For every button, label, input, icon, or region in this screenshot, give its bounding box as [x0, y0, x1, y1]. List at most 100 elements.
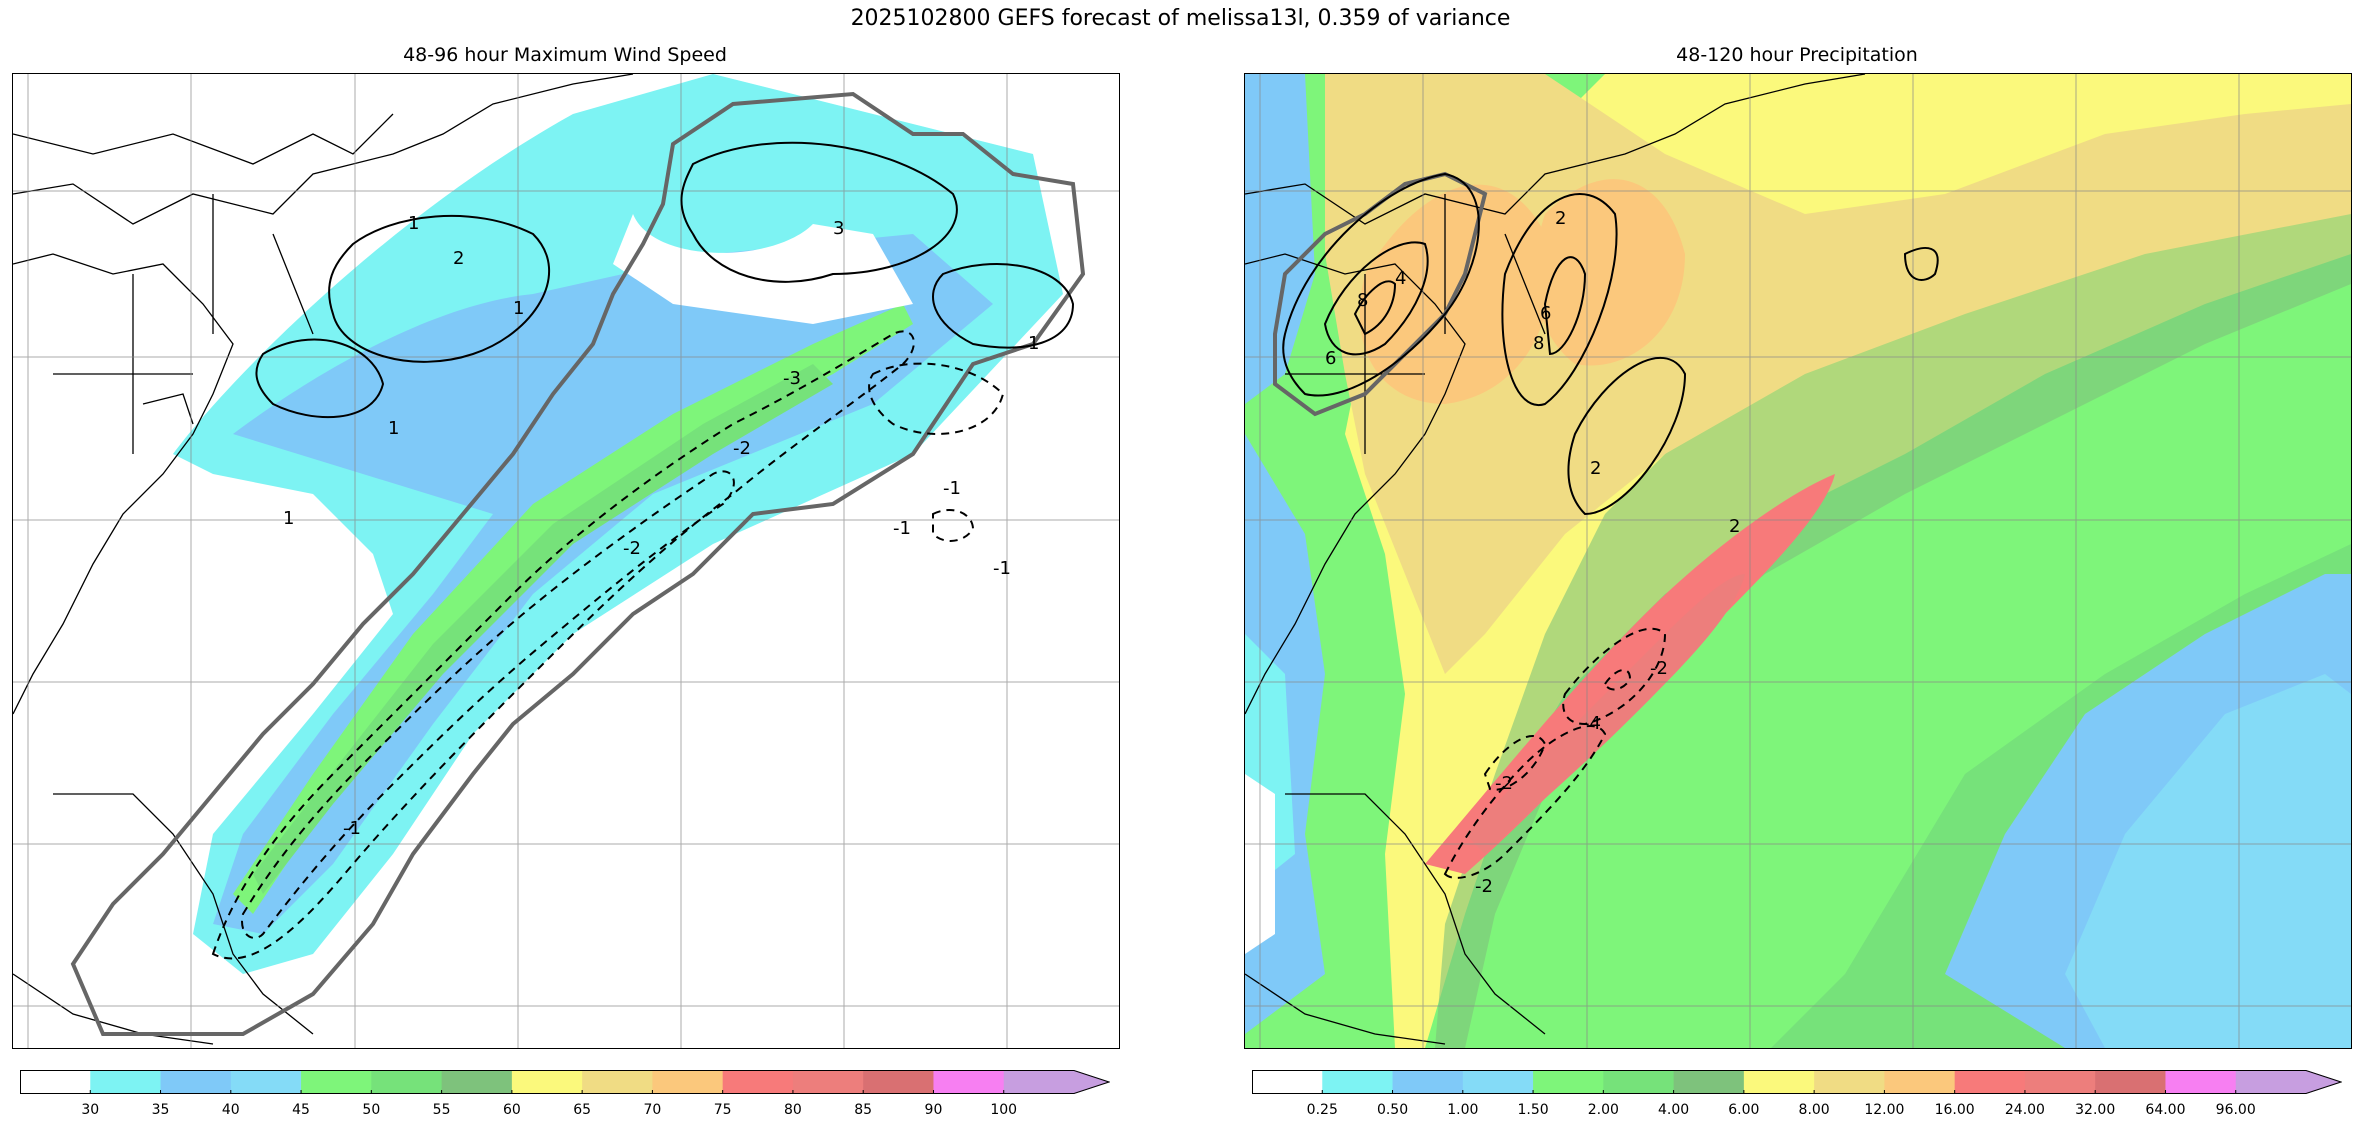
contour-label: 2	[1555, 208, 1566, 229]
colorbar-segment	[371, 1070, 443, 1094]
contour-label: 1	[388, 418, 399, 439]
colorbar-segment	[1003, 1070, 1110, 1094]
colorbar-tick-label: 80	[784, 1102, 802, 1118]
contour-label: -2	[1475, 876, 1493, 897]
contour-label: 8	[1357, 290, 1368, 311]
colorbar-tick-label: 60	[502, 1102, 521, 1118]
colorbar-segment	[2024, 1070, 2096, 1094]
colorbar-segment	[1743, 1070, 1815, 1094]
colorbar-segment	[2095, 1070, 2166, 1094]
colorbar-segment	[160, 1070, 232, 1094]
colorbar-tick-label: 1.00	[1447, 1102, 1479, 1118]
contour-label: -2	[733, 438, 751, 459]
sensitivity-region-outline	[1273, 171, 1488, 417]
colorbar-segment	[722, 1070, 794, 1094]
contour-label: 1	[408, 213, 419, 234]
contour-label: -2	[1495, 773, 1513, 794]
contour-label: 1	[1028, 333, 1039, 354]
graticule	[1245, 74, 2351, 1048]
colorbar-tick-label: 1.50	[1517, 1102, 1549, 1118]
contour-label: 6	[1325, 348, 1336, 369]
contour-label: -1	[943, 478, 961, 499]
colorbar-tick-label: 30	[81, 1102, 100, 1118]
colorbar-tick-label: 85	[854, 1102, 873, 1118]
colorbar-segment	[511, 1070, 583, 1094]
precip-colorbar-labels: 0.25 0.50 1.00 1.50 2.00 4.00 6.00 8.00 12.00 16.…	[1252, 1098, 2342, 1122]
wind-panel-title: 48-96 hour Maximum Wind Speed	[403, 44, 727, 66]
colorbar-tick-label: 24.00	[2004, 1102, 2045, 1118]
colorbar-segment	[90, 1070, 162, 1094]
contour-label: -2	[623, 538, 641, 559]
coastlines	[1245, 74, 1866, 1045]
colorbar-tick-label: 96.00	[2215, 1102, 2256, 1118]
wind-speed-shading	[173, 74, 1063, 974]
colorbar-tick-label: 40	[221, 1102, 240, 1118]
colorbar-tick-label: 8.00	[1798, 1102, 1830, 1118]
contour-label: 2	[453, 248, 464, 269]
figure-title: 2025102800 GEFS forecast of melissa13l, …	[850, 6, 1511, 31]
precip-colorbar: 0.25 0.50 1.00 1.50 2.00 4.00 6.00 8.00 12.00 16.…	[1252, 1070, 2343, 1130]
colorbar-segment	[230, 1070, 302, 1094]
colorbar-segment	[582, 1070, 653, 1094]
wind-colorbar-labels: 30 35 40 45 50 55 60 65 70 75 80 85 90 100	[20, 1098, 1110, 1122]
colorbar-segment	[1603, 1070, 1675, 1094]
wind-map: 1 2 3 1 1 1 1 -1 -2 -3 -1 -1 -2 -1	[13, 74, 1119, 1048]
colorbar-tick-label: 35	[151, 1102, 170, 1118]
colorbar-tick-label: 64.00	[2145, 1102, 2186, 1118]
colorbar-segment	[441, 1070, 513, 1094]
colorbar-tick-label: 45	[292, 1102, 310, 1118]
contour-label: 1	[283, 508, 294, 529]
colorbar-tick-label: 90	[924, 1102, 943, 1118]
colorbar-tick-label: 2.00	[1587, 1102, 1619, 1118]
contour-label: 2	[1590, 458, 1601, 479]
contour-label: -1	[893, 518, 911, 539]
contour-label: 8	[1533, 333, 1544, 354]
colorbar-tick-label: 4.00	[1658, 1102, 1690, 1118]
colorbar-segment	[933, 1070, 1005, 1094]
wind-colorbar: 30 35 40 45 50 55 60 65 70 75 80 85 90 100	[20, 1070, 1111, 1130]
colorbar-tick-label: 75	[713, 1102, 732, 1118]
colorbar-tick-label: 70	[643, 1102, 662, 1118]
sensitivity-region-outline	[70, 91, 1086, 1036]
colorbar-tick-label: 16.00	[1934, 1102, 1975, 1118]
precip-map-panel: 8 6 4 8 6 2 2 2 -2 -4 -2 -2	[1244, 73, 2352, 1049]
precip-colorbar-svg	[1252, 1070, 2343, 1094]
graticule	[13, 74, 1119, 1048]
colorbar-tick-label: 65	[573, 1102, 592, 1118]
colorbar-tick-label: 0.50	[1376, 1102, 1409, 1118]
colorbar-segment	[1252, 1070, 1323, 1094]
colorbar-outline	[20, 1070, 1111, 1094]
colorbar-segment	[1533, 1070, 1604, 1094]
negative-contours	[1443, 627, 1667, 879]
contour-label: -2	[1650, 658, 1668, 679]
negative-contours	[211, 330, 1005, 960]
colorbar-tick-label: 32.00	[2075, 1102, 2116, 1118]
positive-contours	[255, 141, 1075, 419]
colorbar-segment	[2165, 1070, 2237, 1094]
coastlines	[13, 74, 634, 1045]
wind-map-panel: 1 2 3 1 1 1 1 -1 -2 -3 -1 -1 -2 -1	[12, 73, 1120, 1049]
colorbar-segment	[1954, 1070, 2026, 1094]
precip-map: 8 6 4 8 6 2 2 2 -2 -4 -2 -2	[1245, 74, 2351, 1048]
colorbar-tick-label: 55	[432, 1102, 451, 1118]
colorbar-tick-label: 6.00	[1728, 1102, 1760, 1118]
colorbar-segment	[1392, 1070, 1464, 1094]
contour-label: 3	[833, 218, 844, 239]
precip-contour-labels: 8 6 4 8 6 2 2 2 -2 -4 -2 -2	[1325, 208, 1740, 897]
colorbar-segment	[1673, 1070, 1745, 1094]
colorbar-segment	[301, 1070, 372, 1094]
contour-label: -1	[343, 818, 361, 839]
colorbar-segment	[652, 1070, 724, 1094]
colorbar-segment	[1462, 1070, 1534, 1094]
colorbar-segment	[863, 1070, 934, 1094]
colorbar-tick-label: 100	[990, 1102, 1018, 1118]
colorbar-segment	[1814, 1070, 1885, 1094]
contour-label: 1	[513, 298, 524, 319]
precip-panel-title: 48-120 hour Precipitation	[1676, 44, 1918, 66]
colorbar-segment	[20, 1070, 91, 1094]
colorbar-tick-label: 50	[362, 1102, 381, 1118]
contour-label: 6	[1540, 303, 1551, 324]
contour-label: -4	[1583, 713, 1601, 734]
contour-label: -1	[993, 558, 1011, 579]
contour-label: -3	[783, 368, 801, 389]
